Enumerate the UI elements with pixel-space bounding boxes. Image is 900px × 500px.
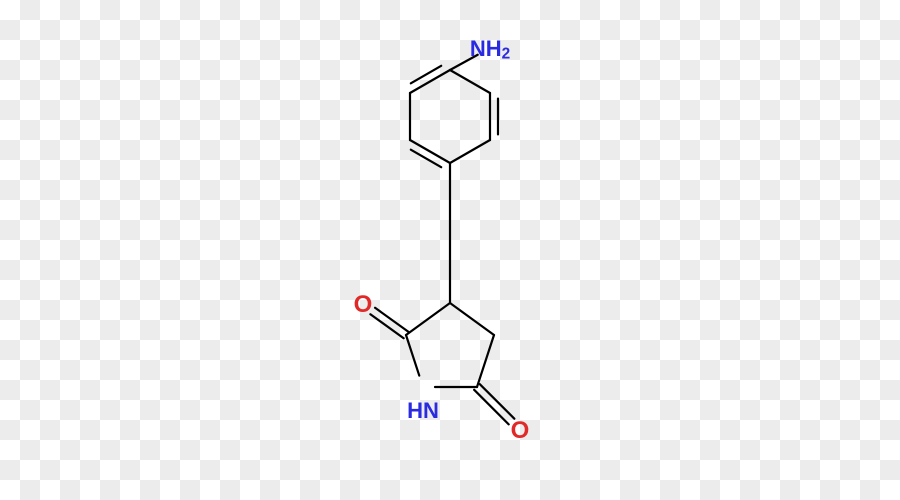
bond-layer <box>370 55 514 425</box>
bond <box>375 308 408 332</box>
atom-N_ring: HN <box>407 398 439 423</box>
bond <box>406 303 450 335</box>
bond <box>450 303 494 335</box>
bond <box>411 66 441 83</box>
bond <box>477 335 494 387</box>
atom-O_left: O <box>354 291 373 318</box>
bond <box>411 150 441 167</box>
atom-layer: NH2 O O HN <box>354 36 530 444</box>
bond <box>406 335 419 376</box>
atom-O_right: O <box>511 417 530 444</box>
bond <box>450 70 490 93</box>
atom-N_amine: NH2 <box>470 36 510 63</box>
bond <box>370 314 403 338</box>
bond <box>450 140 490 163</box>
molecule-diagram: NH2 O O HN <box>0 0 900 500</box>
